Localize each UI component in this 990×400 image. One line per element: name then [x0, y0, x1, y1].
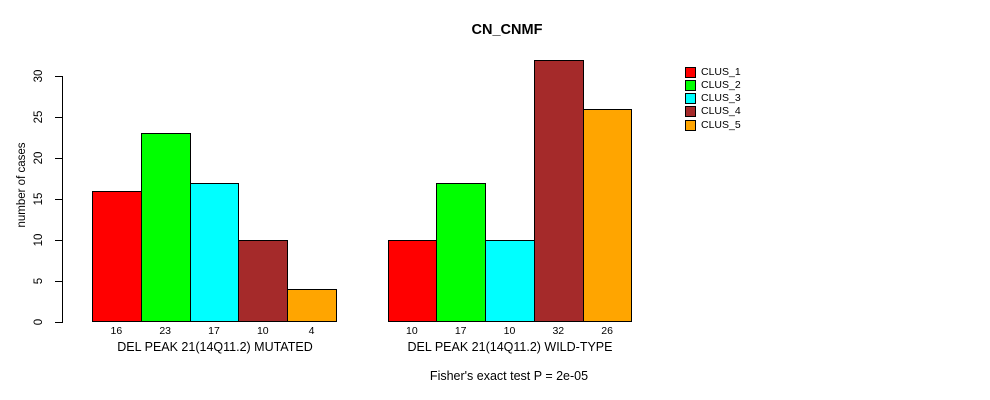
legend-label: CLUS_4: [701, 105, 741, 118]
y-axis-tick: [55, 116, 62, 118]
bar-value-label: 10: [406, 325, 418, 337]
bar-value-label: 10: [256, 325, 269, 337]
legend-swatch-icon: [685, 119, 696, 131]
bar-clus_1-wild-type: [387, 240, 438, 322]
bar-clus_3-wild-type: [485, 240, 535, 322]
y-axis-tick: [55, 157, 62, 159]
bar-value-label: 16: [110, 325, 123, 337]
bar-value-label: 23: [159, 325, 172, 337]
legend-swatch-icon: [685, 93, 696, 105]
bar-clus_2-wild-type: [436, 182, 487, 322]
bar-value-label: 17: [208, 325, 220, 337]
legend-label: CLUS_3: [701, 92, 741, 105]
bar-value-label: 26: [601, 325, 613, 337]
legend-swatch-icon: [685, 106, 696, 118]
bar-value-label: 32: [552, 325, 565, 337]
y-axis-tick: [55, 198, 62, 200]
y-axis-tick-label: 20: [33, 151, 45, 165]
y-axis-tick-label: 5: [33, 277, 45, 285]
bar-clus_4-wild-type: [533, 59, 584, 322]
y-axis-tick: [55, 321, 62, 323]
legend-label: CLUS_2: [701, 78, 741, 91]
group-label-mutated: DEL PEAK 21(14Q11.2) MUTATED: [117, 340, 313, 354]
bar-value-label: 4: [308, 325, 315, 337]
bar-clus_5-wild-type: [582, 108, 633, 322]
bar-clus_1-mutated: [92, 190, 142, 322]
bar-clus_5-mutated: [287, 289, 337, 322]
fisher-test-annotation: Fisher's exact test P = 2e-05: [429, 369, 589, 383]
y-axis-line: [62, 76, 63, 323]
group-label-wild-type: DEL PEAK 21(14Q11.2) WILD-TYPE: [407, 340, 613, 354]
legend-label: CLUS_1: [701, 65, 741, 78]
legend-swatch-icon: [685, 66, 696, 78]
bar-clus_3-mutated: [189, 182, 240, 322]
y-axis-tick-label: 30: [33, 69, 45, 83]
bar-clus_4-mutated: [238, 240, 289, 322]
y-axis-tick-label: 0: [33, 318, 45, 326]
bar-value-label: 17: [454, 325, 467, 337]
y-axis-tick-label: 10: [33, 233, 45, 247]
y-axis-label: number of cases: [16, 142, 28, 228]
y-axis-tick: [55, 239, 62, 241]
bar-clus_2-mutated: [140, 133, 191, 322]
bar-value-label: 10: [503, 325, 516, 337]
y-axis-tick-label: 25: [33, 110, 45, 124]
legend-label: CLUS_5: [701, 118, 741, 131]
y-axis-tick: [55, 75, 62, 77]
y-axis-tick: [55, 280, 62, 282]
legend-swatch-icon: [685, 79, 696, 91]
chart-title: CN_CNMF: [471, 22, 543, 38]
y-axis-tick-label: 15: [33, 192, 45, 206]
